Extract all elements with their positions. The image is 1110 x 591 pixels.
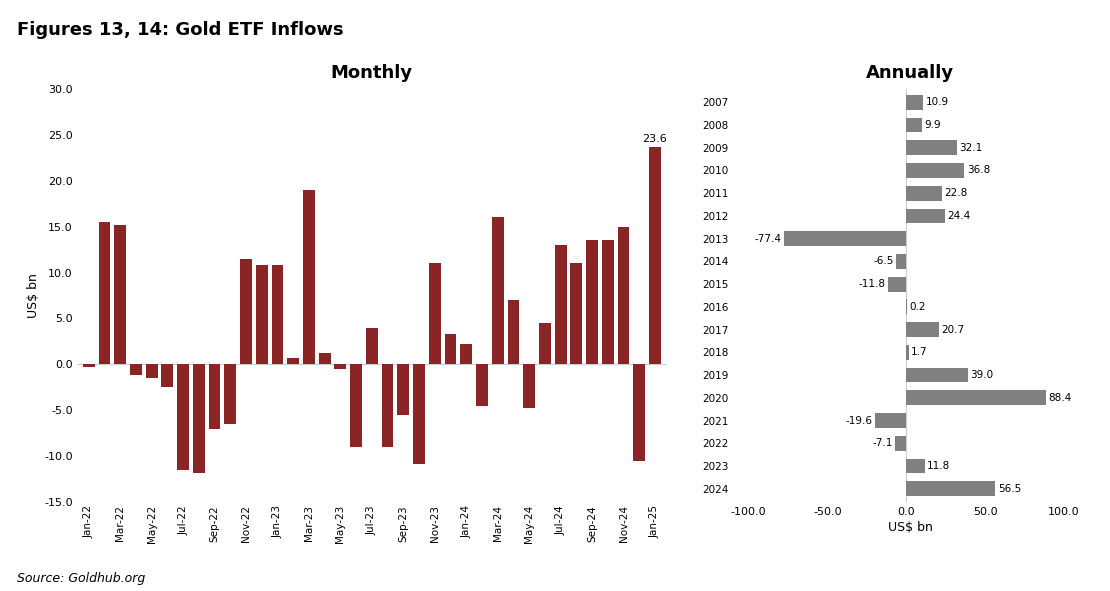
Bar [906, 345, 909, 360]
Bar [99, 222, 110, 365]
Bar [161, 365, 173, 388]
Bar [876, 413, 906, 428]
Text: -7.1: -7.1 [872, 439, 892, 448]
Text: 88.4: 88.4 [1048, 393, 1071, 403]
Bar [145, 365, 158, 378]
Bar [178, 365, 189, 470]
Bar [784, 231, 906, 246]
Bar [461, 344, 472, 365]
Text: 10.9: 10.9 [926, 98, 949, 108]
Bar [539, 323, 551, 365]
Bar [351, 365, 362, 447]
Bar [193, 365, 204, 473]
Text: 11.8: 11.8 [927, 461, 950, 471]
Bar [319, 353, 331, 365]
Bar [571, 264, 583, 365]
Text: 23.6: 23.6 [643, 134, 667, 144]
Text: 20.7: 20.7 [941, 324, 965, 335]
Title: Monthly: Monthly [331, 64, 413, 82]
Bar [523, 365, 535, 408]
Bar [906, 459, 925, 473]
Bar [272, 265, 283, 365]
Text: 24.4: 24.4 [947, 211, 970, 221]
Bar [649, 148, 660, 365]
Text: 56.5: 56.5 [998, 483, 1021, 493]
Bar [224, 365, 236, 424]
Bar [382, 365, 393, 447]
Y-axis label: US$ bn: US$ bn [27, 273, 40, 318]
Bar [413, 365, 425, 464]
Text: 9.9: 9.9 [925, 120, 941, 130]
Bar [906, 141, 957, 155]
X-axis label: US$ bn: US$ bn [888, 521, 932, 534]
Bar [445, 334, 456, 365]
Bar [634, 365, 645, 461]
Text: 1.7: 1.7 [911, 348, 928, 358]
Bar [906, 368, 968, 382]
Bar [397, 365, 410, 415]
Text: Figures 13, 14: Gold ETF Inflows: Figures 13, 14: Gold ETF Inflows [17, 21, 343, 38]
Bar [366, 327, 377, 365]
Bar [334, 365, 346, 369]
Bar [428, 264, 441, 365]
Bar [906, 118, 922, 132]
Bar [906, 186, 942, 200]
Bar [906, 163, 965, 178]
Bar [83, 365, 94, 367]
Bar [617, 226, 629, 365]
Bar [209, 365, 221, 429]
Bar [602, 241, 614, 365]
Text: 22.8: 22.8 [945, 188, 968, 198]
Bar [906, 391, 1046, 405]
Bar [114, 225, 127, 365]
Bar [888, 277, 906, 291]
Bar [476, 365, 488, 406]
Bar [586, 241, 598, 365]
Text: -6.5: -6.5 [874, 256, 894, 267]
Text: -11.8: -11.8 [858, 279, 886, 289]
Bar [906, 95, 924, 110]
Bar [906, 481, 996, 496]
Bar [492, 217, 504, 365]
Bar [130, 365, 142, 375]
Text: 32.1: 32.1 [959, 143, 982, 152]
Text: Source: Goldhub.org: Source: Goldhub.org [17, 572, 145, 585]
Bar [906, 209, 945, 223]
Bar [507, 300, 519, 365]
Text: -77.4: -77.4 [755, 233, 781, 243]
Text: 39.0: 39.0 [970, 370, 993, 380]
Bar [555, 245, 566, 365]
Text: 36.8: 36.8 [967, 165, 990, 176]
Title: Annually: Annually [866, 64, 955, 82]
Bar [240, 259, 252, 365]
Bar [906, 322, 939, 337]
Text: 0.2: 0.2 [909, 302, 926, 312]
Bar [255, 265, 268, 365]
Text: -19.6: -19.6 [846, 415, 872, 426]
Bar [895, 436, 906, 450]
Bar [287, 358, 299, 365]
Bar [303, 190, 315, 365]
Bar [896, 254, 906, 269]
